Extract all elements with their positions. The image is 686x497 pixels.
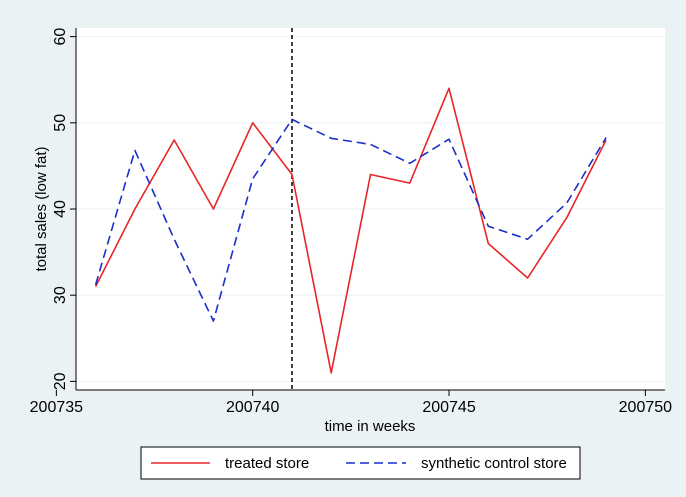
x-tick-label: 200750 [619, 399, 672, 416]
x-tick-label: 200735 [30, 399, 83, 416]
y-axis-title: total sales (low fat) [33, 146, 50, 271]
y-tick-label: 40 [52, 200, 69, 218]
y-tick-label: 30 [52, 286, 69, 304]
series-lines [94, 87, 607, 374]
series-line-0 [94, 87, 607, 374]
x-tick-label: 200745 [422, 399, 475, 416]
legend-label-0: treated store [225, 455, 309, 472]
tick-marks: 20 30 40 50 60 200735 200740 200745 200750 [30, 28, 672, 416]
series-line-1 [94, 118, 607, 322]
x-axis-title: time in weeks [325, 418, 416, 435]
y-tick-label: 60 [52, 28, 69, 46]
grid-lines [76, 36, 665, 382]
y-tick-label: 50 [52, 114, 69, 132]
y-tick-label: 20 [52, 372, 69, 390]
legend-label-1: synthetic control store [421, 455, 567, 472]
x-tick-label: 200740 [226, 399, 279, 416]
legend: treated store synthetic control store [140, 446, 581, 480]
